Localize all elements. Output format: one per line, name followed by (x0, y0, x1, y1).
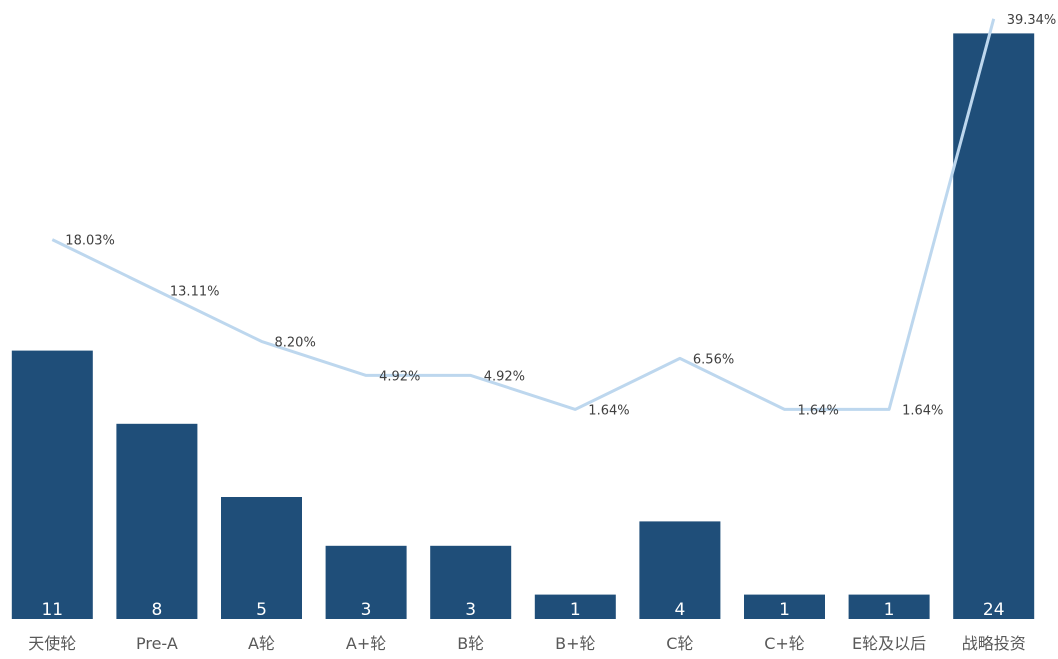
bar-0 (11, 350, 93, 619)
bars-layer (11, 33, 1035, 619)
bar-5 (534, 594, 616, 619)
line-value-label-8: 1.64% (902, 403, 943, 418)
category-label-0: 天使轮 (28, 634, 76, 653)
line-value-label-7: 1.64% (798, 403, 839, 418)
line-value-label-5: 1.64% (588, 403, 629, 418)
line-value-label-9: 39.34% (1007, 13, 1057, 28)
bar-value-label-4: 3 (465, 600, 476, 620)
category-label-1: Pre-A (136, 634, 178, 653)
category-label-8: E轮及以后 (852, 634, 926, 653)
bar-value-label-8: 1 (884, 600, 895, 620)
bar-1 (116, 423, 198, 619)
bar-8 (848, 594, 930, 619)
bar-3 (325, 545, 407, 619)
bar-value-label-6: 4 (674, 600, 685, 620)
line-value-label-6: 6.56% (693, 352, 734, 367)
bar-value-label-3: 3 (361, 600, 372, 620)
category-label-2: A轮 (248, 634, 275, 653)
bar-2 (221, 497, 302, 619)
category-label-6: C轮 (666, 634, 693, 653)
bar-value-label-5: 1 (570, 600, 581, 620)
line-value-label-2: 8.20% (275, 335, 316, 350)
bar-value-label-9: 24 (983, 600, 1005, 620)
line-value-label-0: 18.03% (65, 234, 115, 249)
line-layer (51, 18, 996, 411)
bar-7 (744, 594, 825, 619)
category-label-3: A+轮 (346, 634, 386, 653)
bar-value-label-7: 1 (779, 600, 790, 620)
line-value-label-1: 13.11% (170, 285, 220, 300)
category-label-4: B轮 (457, 634, 484, 653)
category-label-9: 战略投资 (962, 634, 1026, 653)
bar-6 (639, 521, 721, 619)
bar-4 (430, 545, 512, 619)
category-label-7: C+轮 (764, 634, 805, 653)
bar-value-label-1: 8 (151, 600, 162, 620)
bar-value-label-2: 5 (256, 600, 267, 620)
line-value-label-3: 4.92% (379, 369, 420, 384)
bar-value-label-0: 11 (41, 600, 63, 620)
category-label-5: B+轮 (555, 634, 595, 653)
bar-9 (953, 33, 1035, 619)
percent-line (51, 18, 996, 411)
line-value-label-4: 4.92% (484, 369, 525, 384)
